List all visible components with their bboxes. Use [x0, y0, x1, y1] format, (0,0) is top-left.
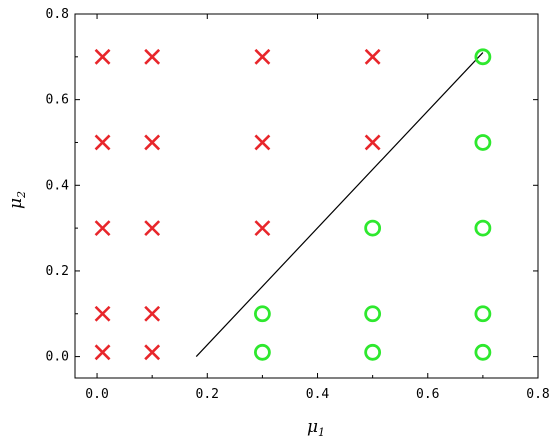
boundary-line [195, 52, 484, 357]
circle-marker [254, 305, 271, 323]
x-marker [94, 220, 111, 237]
circle-marker [364, 343, 382, 361]
x-marker [364, 134, 381, 151]
y-tick-label: 0.2 [46, 264, 69, 279]
circle-marker [474, 134, 492, 151]
x-marker [144, 344, 161, 361]
circle-marker [474, 48, 492, 66]
x-tick-label: 0.8 [526, 387, 549, 402]
circle-marker [474, 343, 492, 361]
x-marker [94, 344, 111, 361]
x-axis-title: μ1 [307, 417, 325, 439]
x-marker [144, 134, 161, 151]
x-tick-label: 0.2 [196, 387, 219, 402]
x-tick-label: 0.0 [85, 387, 108, 402]
x-marker [94, 305, 111, 322]
circle-marker [364, 219, 382, 237]
circle-marker [474, 219, 492, 237]
y-axis-title: μ2 [6, 191, 28, 209]
plot-area: 0.0 0.2 0.4 0.6 0.8 0.0 0.2 0.4 0.6 0.8 [46, 7, 550, 402]
x-marker [254, 220, 271, 237]
x-tick-label: 0.4 [306, 387, 330, 402]
x-marker [254, 134, 271, 151]
circle-marker [364, 305, 382, 323]
circle-marker [254, 343, 271, 361]
circle-marker [474, 305, 492, 323]
x-marker [144, 48, 161, 65]
x-marker [364, 48, 381, 65]
y-tick-label: 0.8 [46, 7, 69, 22]
x-marker [254, 48, 271, 65]
x-marker [144, 305, 161, 322]
y-tick-label: 0.6 [46, 93, 69, 108]
x-marker [94, 134, 111, 151]
y-tick-label: 0.4 [46, 178, 70, 193]
x-marker [94, 48, 111, 65]
plot-frame [74, 13, 539, 379]
x-marker [144, 220, 161, 237]
y-tick-label: 0.0 [46, 350, 69, 365]
x-tick-label: 0.6 [416, 387, 439, 402]
